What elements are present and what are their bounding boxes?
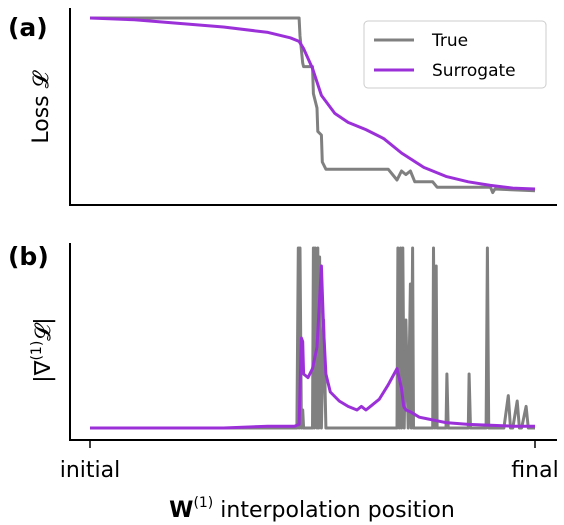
x-axis-label-sup: (1) <box>193 495 213 511</box>
panel-a-ylabel: Loss 𝓛 <box>29 69 54 143</box>
panel-b-ylabel-main: |∇ <box>31 360 56 382</box>
panel-a-series <box>89 16 536 195</box>
panel-a-tag: (a) <box>8 13 48 42</box>
panel-b-ylabel: |∇(1)𝓛| <box>29 317 56 382</box>
legend-label-true: True <box>431 31 468 51</box>
legend-label-surrogate: Surrogate <box>432 61 516 81</box>
legend: True Surrogate <box>363 20 547 89</box>
panel-b-tag: (b) <box>8 242 49 271</box>
series-line-surrogate-b <box>90 264 535 430</box>
series-line-true-a <box>90 16 536 195</box>
panel-b-series <box>90 246 535 430</box>
x-axis-label: W(1) interpolation position <box>169 495 455 523</box>
panel-b: (b) |∇(1)𝓛| initial final W(1) interpola… <box>8 242 559 523</box>
series-line-true-b <box>90 246 535 430</box>
x-tick-label-initial: initial <box>60 458 121 483</box>
panel-b-ylabel-tail: 𝓛| <box>31 317 56 340</box>
x-axis-label-bold: W <box>169 498 193 523</box>
x-axis-label-rest: interpolation position <box>213 498 455 523</box>
x-tick-label-final: final <box>511 458 558 483</box>
panel-a: (a) Loss 𝓛 True Surrogate <box>8 8 557 206</box>
series-line-surrogate-a <box>89 16 536 191</box>
panel-b-ylabel-sup: (1) <box>29 341 45 361</box>
